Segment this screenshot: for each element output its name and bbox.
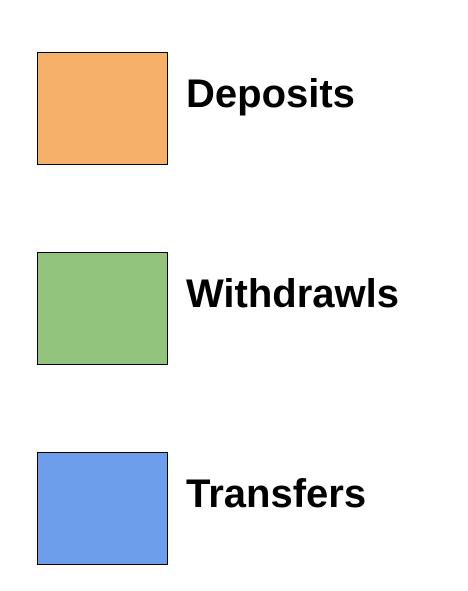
legend-item-transfers: Transfers (37, 452, 457, 568)
withdrawls-swatch (37, 252, 168, 365)
deposits-swatch (37, 52, 168, 165)
transfers-label: Transfers (186, 472, 367, 516)
deposits-label: Deposits (186, 72, 355, 116)
withdrawls-label: Withdrawls (186, 272, 399, 316)
legend-item-withdrawls: Withdrawls (37, 252, 457, 368)
legend-item-deposits: Deposits (37, 52, 457, 168)
transfers-swatch (37, 452, 168, 565)
